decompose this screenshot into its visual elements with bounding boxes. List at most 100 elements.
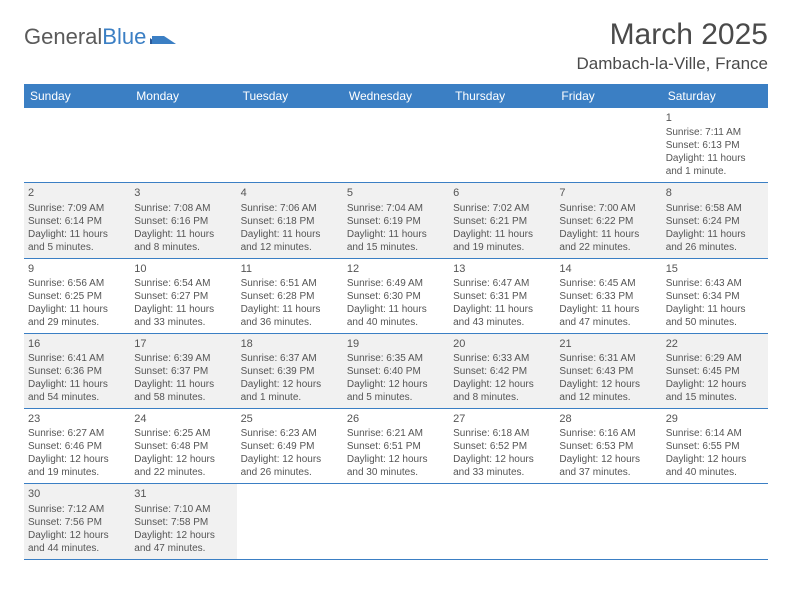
day-number: 7 bbox=[559, 185, 657, 200]
week-row: 30Sunrise: 7:12 AMSunset: 7:56 PMDayligh… bbox=[24, 484, 768, 559]
day-number: 20 bbox=[453, 336, 551, 351]
day-number: 13 bbox=[453, 261, 551, 276]
logo-text-2: Blue bbox=[102, 24, 146, 50]
day-cell: 28Sunrise: 6:16 AMSunset: 6:53 PMDayligh… bbox=[555, 409, 661, 483]
day-number: 24 bbox=[134, 411, 232, 426]
day-number: 27 bbox=[453, 411, 551, 426]
day-number: 28 bbox=[559, 411, 657, 426]
sunset-text: Sunset: 6:43 PM bbox=[559, 365, 657, 378]
sunrise-text: Sunrise: 6:27 AM bbox=[28, 427, 126, 440]
sunrise-text: Sunrise: 6:47 AM bbox=[453, 277, 551, 290]
sunset-text: Sunset: 6:28 PM bbox=[241, 290, 339, 303]
sunrise-text: Sunrise: 7:12 AM bbox=[28, 503, 126, 516]
sunrise-text: Sunrise: 6:37 AM bbox=[241, 352, 339, 365]
day-cell: 16Sunrise: 6:41 AMSunset: 6:36 PMDayligh… bbox=[24, 334, 130, 408]
daylight-text: Daylight: 12 hours and 37 minutes. bbox=[559, 453, 657, 479]
logo-text-1: General bbox=[24, 24, 102, 50]
day-cell: 21Sunrise: 6:31 AMSunset: 6:43 PMDayligh… bbox=[555, 334, 661, 408]
day-cell: 26Sunrise: 6:21 AMSunset: 6:51 PMDayligh… bbox=[343, 409, 449, 483]
day-cell-empty bbox=[24, 108, 130, 182]
weeks-container: 1Sunrise: 7:11 AMSunset: 6:13 PM Daylight… bbox=[24, 108, 768, 560]
daylight-text: Daylight: 11 hours and 40 minutes. bbox=[347, 303, 445, 329]
day-cell: 6Sunrise: 7:02 AMSunset: 6:21 PMDaylight… bbox=[449, 183, 555, 257]
sunset-text: Sunset: 6:53 PM bbox=[559, 440, 657, 453]
day-number: 1 bbox=[666, 110, 764, 125]
sunrise-text: Sunrise: 6:14 AM bbox=[666, 427, 764, 440]
location-label: Dambach-la-Ville, France bbox=[577, 54, 768, 74]
sunrise-text: Sunrise: 6:25 AM bbox=[134, 427, 232, 440]
sunset-text: Sunset: 6:36 PM bbox=[28, 365, 126, 378]
month-title: March 2025 bbox=[577, 18, 768, 52]
day-number: 16 bbox=[28, 336, 126, 351]
day-cell: 25Sunrise: 6:23 AMSunset: 6:49 PMDayligh… bbox=[237, 409, 343, 483]
daylight-text: Daylight: 12 hours and 44 minutes. bbox=[28, 529, 126, 555]
sunset-text: Sunset: 6:25 PM bbox=[28, 290, 126, 303]
sunrise-text: Sunrise: 6:49 AM bbox=[347, 277, 445, 290]
day-cell: 14Sunrise: 6:45 AMSunset: 6:33 PMDayligh… bbox=[555, 259, 661, 333]
day-cell-empty bbox=[343, 484, 449, 558]
sunset-text: Sunset: 6:55 PM bbox=[666, 440, 764, 453]
day-number: 12 bbox=[347, 261, 445, 276]
day-number: 3 bbox=[134, 185, 232, 200]
day-number: 9 bbox=[28, 261, 126, 276]
sunset-text: Sunset: 6:14 PM bbox=[28, 215, 126, 228]
sunset-text: Sunset: 6:34 PM bbox=[666, 290, 764, 303]
day-cell: 10Sunrise: 6:54 AMSunset: 6:27 PMDayligh… bbox=[130, 259, 236, 333]
daylight-text: Daylight: 11 hours and 15 minutes. bbox=[347, 228, 445, 254]
logo-flag-icon bbox=[150, 24, 176, 50]
day-cell: 22Sunrise: 6:29 AMSunset: 6:45 PMDayligh… bbox=[662, 334, 768, 408]
day-cell: 8Sunrise: 6:58 AMSunset: 6:24 PMDaylight… bbox=[662, 183, 768, 257]
week-row: 16Sunrise: 6:41 AMSunset: 6:36 PMDayligh… bbox=[24, 334, 768, 409]
day-number: 8 bbox=[666, 185, 764, 200]
sunset-text: Sunset: 6:13 PM bbox=[666, 139, 764, 152]
daylight-text: Daylight: 12 hours and 33 minutes. bbox=[453, 453, 551, 479]
daylight-text: Daylight: 12 hours and 30 minutes. bbox=[347, 453, 445, 479]
sunrise-text: Sunrise: 6:51 AM bbox=[241, 277, 339, 290]
sunset-text: Sunset: 6:45 PM bbox=[666, 365, 764, 378]
daylight-text: Daylight: 11 hours and 8 minutes. bbox=[134, 228, 232, 254]
daylight-text: Daylight: 12 hours and 22 minutes. bbox=[134, 453, 232, 479]
day-cell: 9Sunrise: 6:56 AMSunset: 6:25 PMDaylight… bbox=[24, 259, 130, 333]
sunrise-text: Sunrise: 6:29 AM bbox=[666, 352, 764, 365]
daylight-text: Daylight: 12 hours and 40 minutes. bbox=[666, 453, 764, 479]
day-number: 5 bbox=[347, 185, 445, 200]
day-cell: 1Sunrise: 7:11 AMSunset: 6:13 PMDaylight… bbox=[662, 108, 768, 182]
week-row: 1Sunrise: 7:11 AMSunset: 6:13 PMDaylight… bbox=[24, 108, 768, 183]
sunrise-text: Sunrise: 7:09 AM bbox=[28, 202, 126, 215]
sunrise-text: Sunrise: 7:06 AM bbox=[241, 202, 339, 215]
sunset-text: Sunset: 6:22 PM bbox=[559, 215, 657, 228]
day-cell: 20Sunrise: 6:33 AMSunset: 6:42 PMDayligh… bbox=[449, 334, 555, 408]
day-cell: 24Sunrise: 6:25 AMSunset: 6:48 PMDayligh… bbox=[130, 409, 236, 483]
daylight-text: Daylight: 11 hours and 12 minutes. bbox=[241, 228, 339, 254]
daylight-text: Daylight: 12 hours and 5 minutes. bbox=[347, 378, 445, 404]
day-cell: 4Sunrise: 7:06 AMSunset: 6:18 PMDaylight… bbox=[237, 183, 343, 257]
day-cell: 3Sunrise: 7:08 AMSunset: 6:16 PMDaylight… bbox=[130, 183, 236, 257]
day-cell: 19Sunrise: 6:35 AMSunset: 6:40 PMDayligh… bbox=[343, 334, 449, 408]
sunrise-text: Sunrise: 6:21 AM bbox=[347, 427, 445, 440]
sunset-text: Sunset: 6:31 PM bbox=[453, 290, 551, 303]
sunset-text: Sunset: 6:16 PM bbox=[134, 215, 232, 228]
day-number: 22 bbox=[666, 336, 764, 351]
daylight-text: Daylight: 11 hours and 50 minutes. bbox=[666, 303, 764, 329]
day-number: 4 bbox=[241, 185, 339, 200]
daylight-text: Daylight: 11 hours and 54 minutes. bbox=[28, 378, 126, 404]
day-cell: 18Sunrise: 6:37 AMSunset: 6:39 PMDayligh… bbox=[237, 334, 343, 408]
day-number: 17 bbox=[134, 336, 232, 351]
daylight-text: Daylight: 11 hours and 26 minutes. bbox=[666, 228, 764, 254]
day-number: 10 bbox=[134, 261, 232, 276]
day-number: 18 bbox=[241, 336, 339, 351]
sunrise-text: Sunrise: 7:11 AM bbox=[666, 126, 764, 139]
sunrise-text: Sunrise: 6:56 AM bbox=[28, 277, 126, 290]
sunrise-text: Sunrise: 6:43 AM bbox=[666, 277, 764, 290]
daylight-text: Daylight: 12 hours and 12 minutes. bbox=[559, 378, 657, 404]
day-number: 26 bbox=[347, 411, 445, 426]
daylight-text: Daylight: 12 hours and 26 minutes. bbox=[241, 453, 339, 479]
day-header: Wednesday bbox=[343, 84, 449, 108]
day-cell-empty bbox=[237, 108, 343, 182]
sunrise-text: Sunrise: 6:33 AM bbox=[453, 352, 551, 365]
sunset-text: Sunset: 6:42 PM bbox=[453, 365, 551, 378]
day-cell-empty bbox=[237, 484, 343, 558]
day-cell: 17Sunrise: 6:39 AMSunset: 6:37 PMDayligh… bbox=[130, 334, 236, 408]
day-cell-empty bbox=[662, 484, 768, 558]
day-header: Monday bbox=[130, 84, 236, 108]
